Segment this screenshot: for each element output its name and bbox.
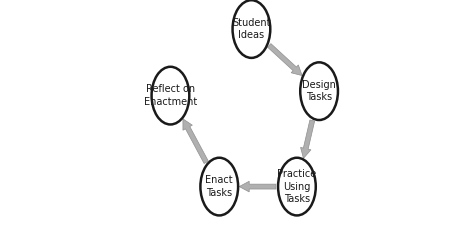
Text: Enact
Tasks: Enact Tasks (205, 175, 233, 198)
Polygon shape (301, 120, 315, 158)
Polygon shape (239, 181, 276, 192)
Text: Design
Tasks: Design Tasks (302, 80, 336, 102)
Text: Student
Ideas: Student Ideas (232, 18, 271, 40)
Ellipse shape (233, 0, 270, 58)
Ellipse shape (152, 67, 189, 124)
Ellipse shape (278, 158, 316, 215)
Polygon shape (183, 119, 209, 164)
Text: Practice
Using
Tasks: Practice Using Tasks (277, 169, 317, 204)
Text: Reflect on
Enactment: Reflect on Enactment (144, 84, 197, 107)
Ellipse shape (201, 158, 238, 215)
Ellipse shape (300, 62, 338, 120)
Polygon shape (268, 44, 302, 76)
